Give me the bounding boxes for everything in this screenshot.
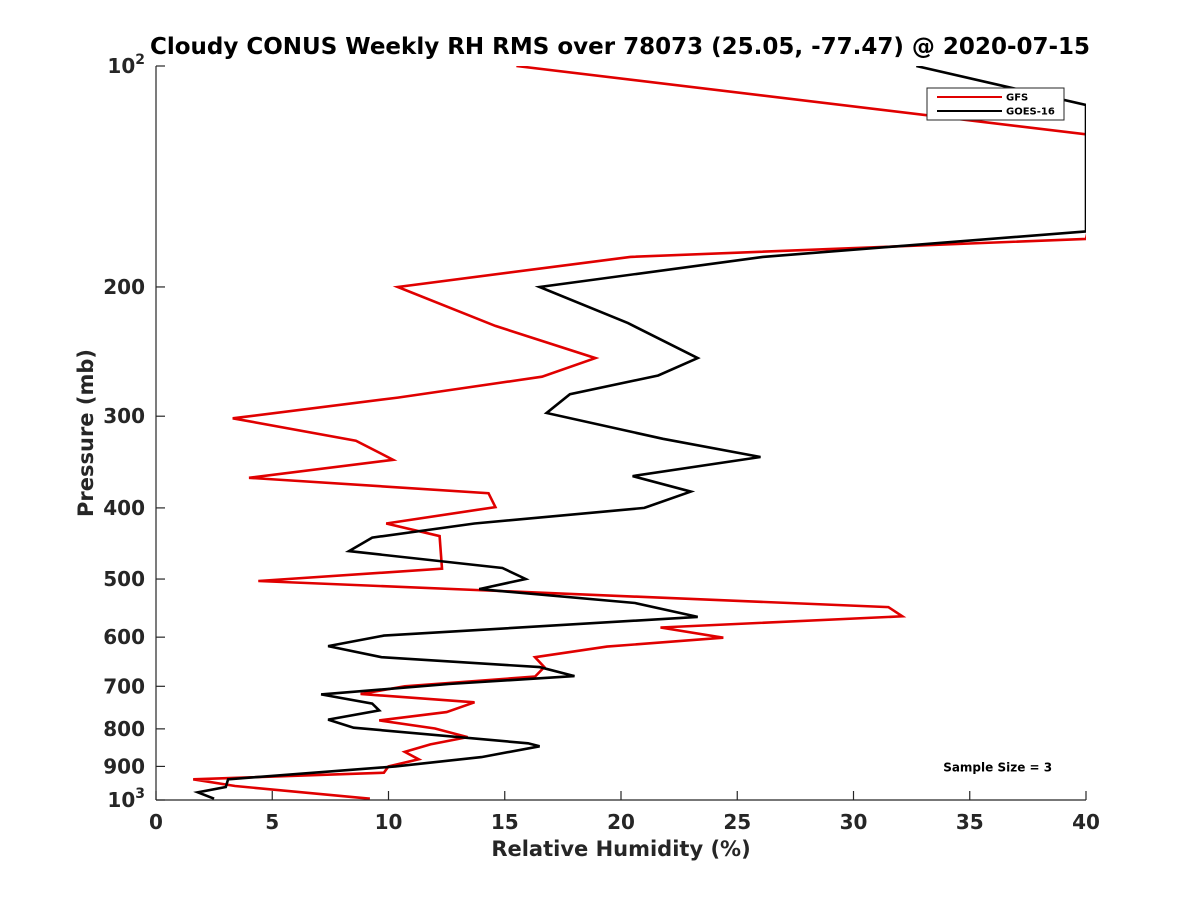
y-tick-label: 700 (103, 674, 145, 698)
legend: GFS GOES-16 (926, 87, 1065, 121)
y-tick-label: 102 (107, 52, 145, 78)
x-tick-label: 15 (491, 810, 519, 834)
y-ticks: 102 200 300 400 500 600 700 800 900 103 (103, 52, 165, 812)
x-tick-label: 25 (723, 810, 751, 834)
y-tick-label: 200 (103, 275, 145, 299)
x-ticks: 0 5 10 15 20 25 30 35 40 (149, 791, 1100, 834)
series-layer (192, 66, 1086, 800)
y-axis-label: Pressure (mb) (74, 349, 98, 517)
x-tick-label: 5 (265, 810, 279, 834)
y-tick-label: 103 (107, 786, 145, 812)
series-line-goes16 (193, 66, 1086, 800)
y-tick-label: 600 (103, 625, 145, 649)
x-tick-label: 20 (607, 810, 635, 834)
y-tick-label: 800 (103, 717, 145, 741)
legend-label-gfs: GFS (1006, 93, 1028, 104)
x-tick-label: 10 (375, 810, 403, 834)
chart-title: Cloudy CONUS Weekly RH RMS over 78073 (2… (150, 34, 1090, 60)
x-axis-label: Relative Humidity (%) (491, 837, 750, 861)
x-tick-label: 0 (149, 810, 163, 834)
y-tick-label: 500 (103, 567, 145, 591)
x-tick-label: 35 (956, 810, 984, 834)
y-tick-label: 900 (103, 754, 145, 778)
x-tick-label: 40 (1072, 810, 1100, 834)
series-line-gfs (192, 66, 1086, 800)
y-tick-label: 300 (103, 404, 145, 428)
x-tick-label: 30 (840, 810, 868, 834)
legend-label-goes16: GOES-16 (1006, 107, 1055, 118)
sample-size-annotation: Sample Size = 3 (943, 760, 1052, 774)
legend-frame (926, 87, 1065, 121)
y-tick-label: 400 (103, 496, 145, 520)
